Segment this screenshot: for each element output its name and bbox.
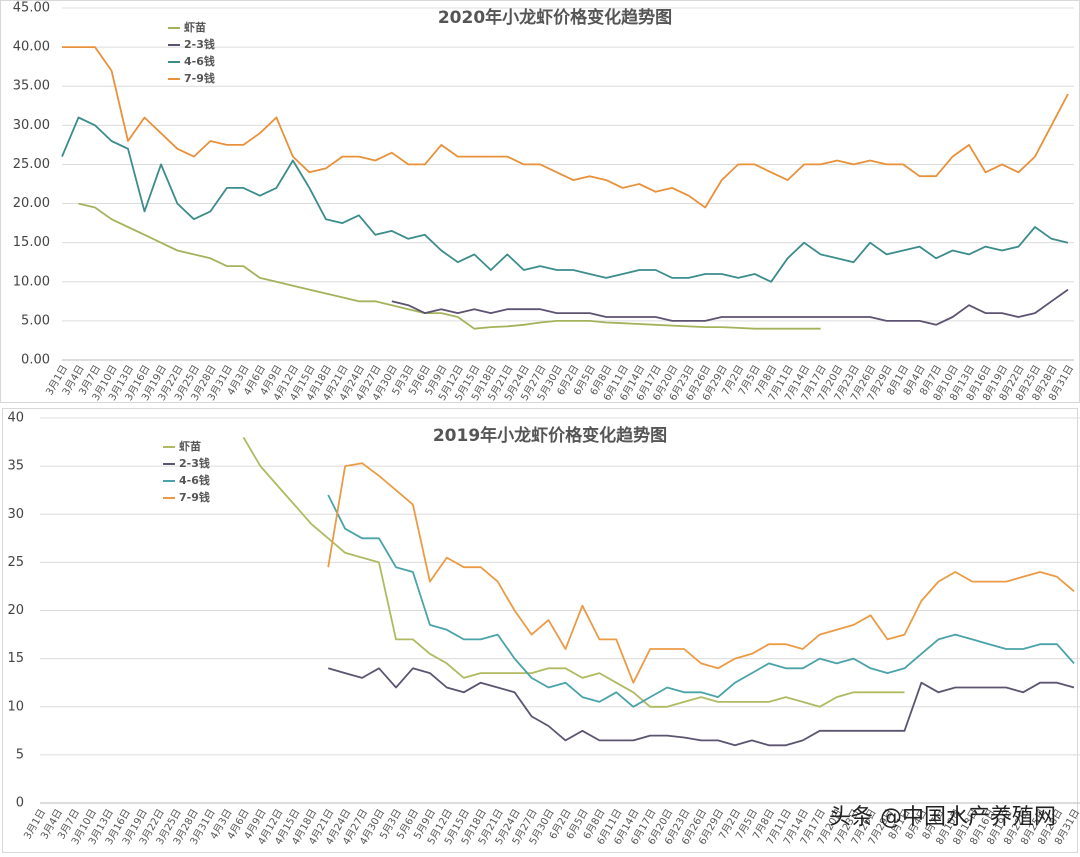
series-line [242,436,905,708]
y-tick-label: 15 [7,651,24,666]
y-tick-label: 10 [7,699,24,714]
y-tick-label: 10.00 [13,274,50,289]
y-tick-label: 5 [16,747,24,762]
series-line [78,202,821,330]
legend-label: 虾苗 [179,439,201,453]
y-tick-label: 25.00 [13,157,50,172]
legend-label: 2-3钱 [179,456,210,470]
chart-title: 2020年小龙虾价格变化趋势图 [438,7,672,28]
panel-2020 [0,0,1080,403]
y-tick-label: 30.00 [13,118,50,133]
watermark: 头条 @中国水产养殖网 [829,805,1056,830]
chart-title: 2019年小龙虾价格变化趋势图 [433,425,667,446]
legend-label: 7-9钱 [184,71,215,85]
y-tick-label: 5.00 [21,313,50,328]
y-tick-label: 20.00 [13,196,50,211]
y-tick-label: 20 [7,603,24,618]
series-line [327,667,1075,747]
legend-label: 4-6钱 [184,54,215,68]
series-line [327,494,1075,708]
y-tick-label: 40.00 [13,40,50,55]
y-tick-label: 30 [7,507,24,522]
y-tick-label: 0 [16,796,24,811]
y-tick-label: 35 [7,459,24,474]
y-tick-label: 15.00 [13,235,50,250]
y-tick-label: 25 [7,555,24,570]
panel-2019 [2,408,1078,853]
y-tick-label: 40 [7,411,24,426]
legend-label: 虾苗 [184,20,206,34]
y-tick-label: 35.00 [13,79,50,94]
legend-label: 4-6钱 [179,473,210,487]
series-line [62,46,1069,209]
legend-label: 2-3钱 [184,37,215,51]
series-line [61,116,1069,283]
legend-label: 7-9钱 [179,490,210,504]
y-tick-label: 45.00 [13,1,50,16]
series-line [391,288,1069,326]
y-tick-label: 0.00 [21,353,50,368]
series-line [327,462,1075,684]
